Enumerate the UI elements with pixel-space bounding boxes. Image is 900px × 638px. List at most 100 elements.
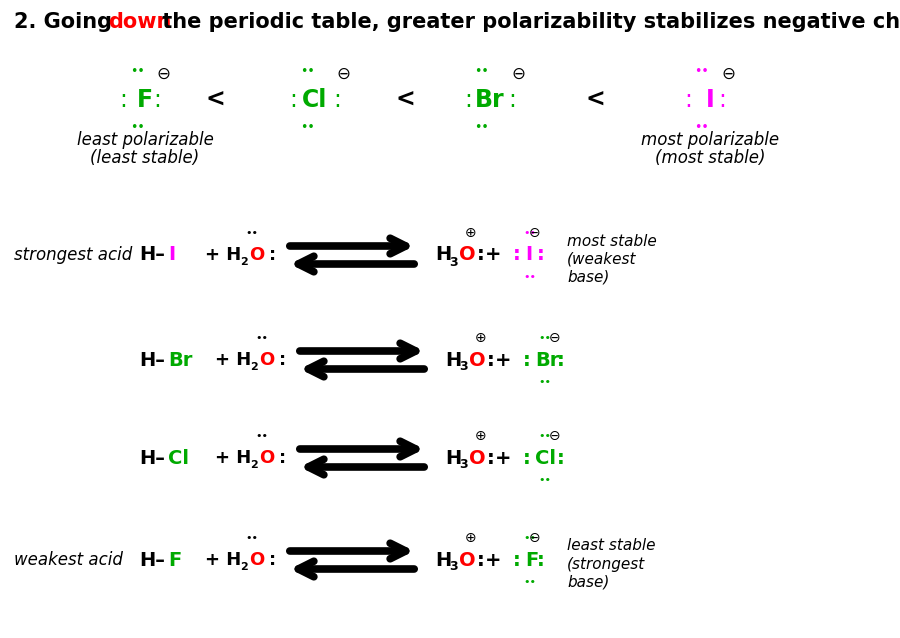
Text: ••: •• bbox=[524, 577, 536, 587]
Text: ⊖: ⊖ bbox=[336, 65, 350, 83]
Text: + H: + H bbox=[215, 351, 251, 369]
Text: Br: Br bbox=[535, 350, 560, 369]
Text: O: O bbox=[259, 351, 274, 369]
Text: ⊕: ⊕ bbox=[475, 429, 487, 443]
Text: H: H bbox=[435, 551, 451, 570]
Text: ••: •• bbox=[474, 66, 490, 78]
Text: :: : bbox=[477, 551, 485, 570]
Text: (weakest: (weakest bbox=[567, 251, 636, 267]
Text: ••: •• bbox=[256, 431, 268, 441]
Text: 2: 2 bbox=[240, 257, 248, 267]
Text: ⊖: ⊖ bbox=[529, 226, 541, 240]
Text: Br: Br bbox=[475, 88, 505, 112]
Text: (strongest: (strongest bbox=[567, 556, 645, 572]
Text: H: H bbox=[445, 449, 461, 468]
Text: ••: •• bbox=[256, 333, 268, 343]
Text: <: < bbox=[395, 88, 415, 112]
Text: :: : bbox=[537, 551, 544, 570]
Text: H–: H– bbox=[140, 246, 165, 265]
Text: the periodic table, greater polarizability stabilizes negative charge.: the periodic table, greater polarizabili… bbox=[155, 12, 900, 32]
Text: O: O bbox=[469, 350, 486, 369]
Text: base): base) bbox=[567, 574, 609, 590]
Text: ⊖: ⊖ bbox=[156, 65, 170, 83]
Text: ••: •• bbox=[130, 66, 144, 78]
Text: :: : bbox=[513, 246, 521, 265]
Text: 3: 3 bbox=[449, 561, 457, 574]
Text: :: : bbox=[279, 351, 286, 369]
Text: least polarizable: least polarizable bbox=[76, 131, 213, 149]
Text: O: O bbox=[459, 246, 475, 265]
Text: <: < bbox=[585, 88, 605, 112]
Text: :: : bbox=[119, 88, 127, 112]
Text: H–: H– bbox=[140, 449, 165, 468]
Text: :: : bbox=[477, 246, 485, 265]
Text: O: O bbox=[459, 551, 475, 570]
Text: 3: 3 bbox=[459, 459, 468, 471]
Text: :: : bbox=[269, 246, 276, 264]
Text: ••: •• bbox=[538, 333, 552, 343]
Text: ••: •• bbox=[130, 121, 144, 135]
Text: I: I bbox=[706, 88, 715, 112]
Text: ⊖: ⊖ bbox=[549, 429, 561, 443]
Text: ••: •• bbox=[524, 228, 536, 238]
Text: ⊖: ⊖ bbox=[549, 331, 561, 345]
Text: :: : bbox=[279, 449, 286, 467]
Text: ⊕: ⊕ bbox=[465, 531, 477, 545]
Text: ⊕: ⊕ bbox=[475, 331, 487, 345]
Text: <: < bbox=[205, 88, 225, 112]
Text: :: : bbox=[684, 88, 692, 112]
Text: ⊖: ⊖ bbox=[529, 531, 541, 545]
Text: +: + bbox=[485, 551, 501, 570]
Text: 2: 2 bbox=[240, 562, 248, 572]
Text: ••: •• bbox=[695, 121, 709, 135]
Text: H: H bbox=[435, 246, 451, 265]
Text: ••: •• bbox=[695, 66, 709, 78]
Text: :: : bbox=[464, 88, 472, 112]
Text: ••: •• bbox=[300, 121, 314, 135]
Text: Cl: Cl bbox=[535, 449, 556, 468]
Text: :: : bbox=[289, 88, 297, 112]
Text: ⊖: ⊖ bbox=[721, 65, 735, 83]
Text: ••: •• bbox=[538, 431, 552, 441]
Text: weakest acid: weakest acid bbox=[14, 551, 123, 569]
Text: ••: •• bbox=[538, 475, 552, 485]
Text: ••: •• bbox=[524, 272, 536, 282]
Text: H: H bbox=[445, 350, 461, 369]
Text: :: : bbox=[508, 88, 516, 112]
Text: (most stable): (most stable) bbox=[655, 149, 765, 167]
Text: Br: Br bbox=[168, 350, 193, 369]
Text: base): base) bbox=[567, 269, 609, 285]
Text: F: F bbox=[137, 88, 153, 112]
Text: ••: •• bbox=[538, 377, 552, 387]
Text: :: : bbox=[557, 350, 565, 369]
Text: H–: H– bbox=[140, 551, 165, 570]
Text: +: + bbox=[495, 350, 511, 369]
Text: ••: •• bbox=[474, 121, 490, 135]
Text: +: + bbox=[485, 246, 501, 265]
Text: O: O bbox=[249, 246, 265, 264]
Text: down: down bbox=[108, 12, 171, 32]
Text: ••: •• bbox=[246, 533, 258, 543]
Text: Cl: Cl bbox=[168, 449, 189, 468]
Text: I: I bbox=[168, 246, 176, 265]
Text: most stable: most stable bbox=[567, 234, 657, 248]
Text: 2. Going: 2. Going bbox=[14, 12, 119, 32]
Text: :: : bbox=[153, 88, 161, 112]
Text: least stable: least stable bbox=[567, 538, 655, 554]
Text: F: F bbox=[525, 551, 538, 570]
Text: ⊕: ⊕ bbox=[465, 226, 477, 240]
Text: ••: •• bbox=[246, 228, 258, 238]
Text: ••: •• bbox=[300, 66, 314, 78]
Text: Cl: Cl bbox=[302, 88, 328, 112]
Text: H–: H– bbox=[140, 350, 165, 369]
Text: :: : bbox=[333, 88, 341, 112]
Text: + H: + H bbox=[215, 449, 251, 467]
Text: O: O bbox=[249, 551, 265, 569]
Text: 3: 3 bbox=[459, 360, 468, 373]
Text: :: : bbox=[718, 88, 726, 112]
Text: (least stable): (least stable) bbox=[90, 149, 200, 167]
Text: + H: + H bbox=[205, 551, 241, 569]
Text: :: : bbox=[537, 246, 544, 265]
Text: :: : bbox=[513, 551, 521, 570]
Text: :: : bbox=[487, 350, 495, 369]
